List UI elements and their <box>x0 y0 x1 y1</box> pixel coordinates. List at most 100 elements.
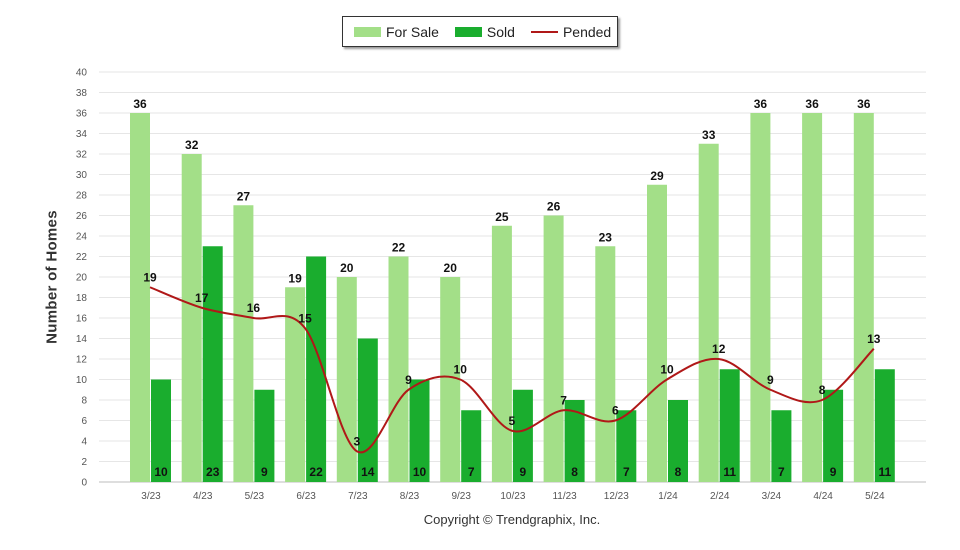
bar-sold <box>668 400 688 482</box>
y-tick-label: 24 <box>76 232 88 243</box>
x-tick-label: 5/23 <box>245 491 265 502</box>
x-tick-label: 4/24 <box>813 491 833 502</box>
x-axis-ticks: 3/23 4/23 5/23 6/23 7/23 8/23 9/23 10/23 11/23 12… <box>141 491 885 502</box>
data-label-sold: 9 <box>520 465 527 479</box>
data-label-sold: 11 <box>878 465 891 479</box>
bar-sold <box>616 410 637 482</box>
y-tick-label: 18 <box>76 293 88 304</box>
data-label-pended: 19 <box>143 270 157 284</box>
data-label-sold: 11 <box>723 465 736 479</box>
bar-for-sale <box>491 225 512 482</box>
bar-sold <box>512 389 533 482</box>
bar-sold <box>409 379 430 482</box>
y-tick-label: 22 <box>76 252 88 263</box>
bar-sold <box>461 410 482 482</box>
y-tick-label: 8 <box>81 396 87 407</box>
y-tick-label: 20 <box>76 273 88 284</box>
y-tick-label: 14 <box>76 334 88 345</box>
y-tick-label: 32 <box>76 150 88 161</box>
x-tick-label: 3/23 <box>141 491 161 502</box>
data-label-sold: 7 <box>623 465 630 479</box>
bar-sold <box>151 379 171 482</box>
data-label-for-sale: 36 <box>754 97 768 111</box>
y-tick-label: 26 <box>76 211 88 222</box>
y-tick-label: 40 <box>76 68 88 79</box>
data-label-sold: 7 <box>778 465 785 479</box>
bar-sold <box>306 256 327 482</box>
bar-sold <box>202 246 223 482</box>
data-label-for-sale: 27 <box>237 189 251 203</box>
y-tick-label: 12 <box>76 355 88 366</box>
legend-label-for-sale: For Sale <box>386 23 439 40</box>
y-tick-label: 30 <box>76 170 88 181</box>
x-tick-label: 7/23 <box>348 491 368 502</box>
data-label-sold: 7 <box>468 465 475 479</box>
legend-label-sold: Sold <box>486 23 515 40</box>
legend-item-pended: Pended <box>530 24 611 40</box>
legend-swatch-sold <box>454 26 482 37</box>
bar-sold <box>719 369 740 482</box>
bar-for-sale <box>440 277 461 482</box>
bar-for-sale <box>388 256 409 482</box>
x-tick-label: 2/24 <box>710 491 730 502</box>
x-tick-label: 10/23 <box>500 491 525 502</box>
x-tick-label: 9/23 <box>451 491 471 502</box>
data-labels: 3610322327919222014221020725926823729833… <box>133 97 891 479</box>
bar-for-sale <box>647 184 667 482</box>
x-tick-label: 11/23 <box>552 491 577 502</box>
data-label-pended: 7 <box>560 393 567 407</box>
bar-sold <box>357 338 378 482</box>
data-label-sold: 10 <box>154 465 168 479</box>
y-tick-label: 36 <box>76 109 88 120</box>
bar-sold <box>823 389 844 482</box>
legend-item-sold: Sold <box>454 23 515 40</box>
y-axis-label: Number of Homes <box>43 210 61 344</box>
data-label-for-sale: 20 <box>444 261 458 275</box>
data-label-pended: 9 <box>405 373 412 387</box>
bar-for-sale <box>336 277 357 482</box>
data-label-pended: 10 <box>660 363 674 377</box>
y-tick-label: 38 <box>76 88 88 99</box>
data-label-sold: 9 <box>830 465 837 479</box>
data-label-pended: 16 <box>247 301 261 315</box>
bar-for-sale <box>595 246 616 482</box>
data-label-for-sale: 20 <box>340 261 354 275</box>
bar-sold <box>564 400 585 482</box>
bar-for-sale <box>181 154 202 482</box>
data-label-for-sale: 36 <box>857 97 871 111</box>
bar-for-sale <box>750 113 771 482</box>
data-label-sold: 8 <box>675 465 682 479</box>
y-tick-label: 28 <box>76 191 88 202</box>
y-tick-label: 10 <box>76 375 88 386</box>
legend-swatch-for-sale <box>354 26 381 37</box>
data-label-sold: 23 <box>206 465 220 479</box>
bar-sold <box>771 410 792 482</box>
bar-sold <box>874 369 895 482</box>
y-tick-label: 16 <box>76 314 88 325</box>
y-tick-label: 4 <box>81 437 87 448</box>
data-label-pended: 5 <box>509 414 516 428</box>
data-label-pended: 15 <box>298 311 312 325</box>
data-label-for-sale: 32 <box>185 138 199 152</box>
copyright: Copyright © Trendgraphix, Inc. <box>423 512 601 527</box>
legend-item-for-sale: For Sale <box>354 24 439 40</box>
bar-for-sale <box>130 113 150 482</box>
data-label-sold: 14 <box>361 465 375 479</box>
x-tick-label: 5/24 <box>865 491 885 502</box>
bar-for-sale <box>802 113 823 482</box>
data-label-for-sale: 19 <box>288 271 302 285</box>
data-label-for-sale: 25 <box>495 210 509 224</box>
bar-sold <box>254 389 275 482</box>
y-tick-label: 2 <box>81 457 87 468</box>
pended-line-layer <box>149 286 875 454</box>
data-label-sold: 8 <box>571 465 578 479</box>
data-label-pended: 9 <box>767 373 774 387</box>
x-tick-label: 12/23 <box>604 491 629 502</box>
bar-for-sale <box>698 143 719 482</box>
x-tick-label: 4/23 <box>193 491 213 502</box>
data-label-for-sale: 33 <box>702 128 716 142</box>
y-tick-label: 34 <box>76 129 88 140</box>
data-label-sold: 22 <box>309 465 323 479</box>
data-label-pended: 12 <box>712 342 726 356</box>
